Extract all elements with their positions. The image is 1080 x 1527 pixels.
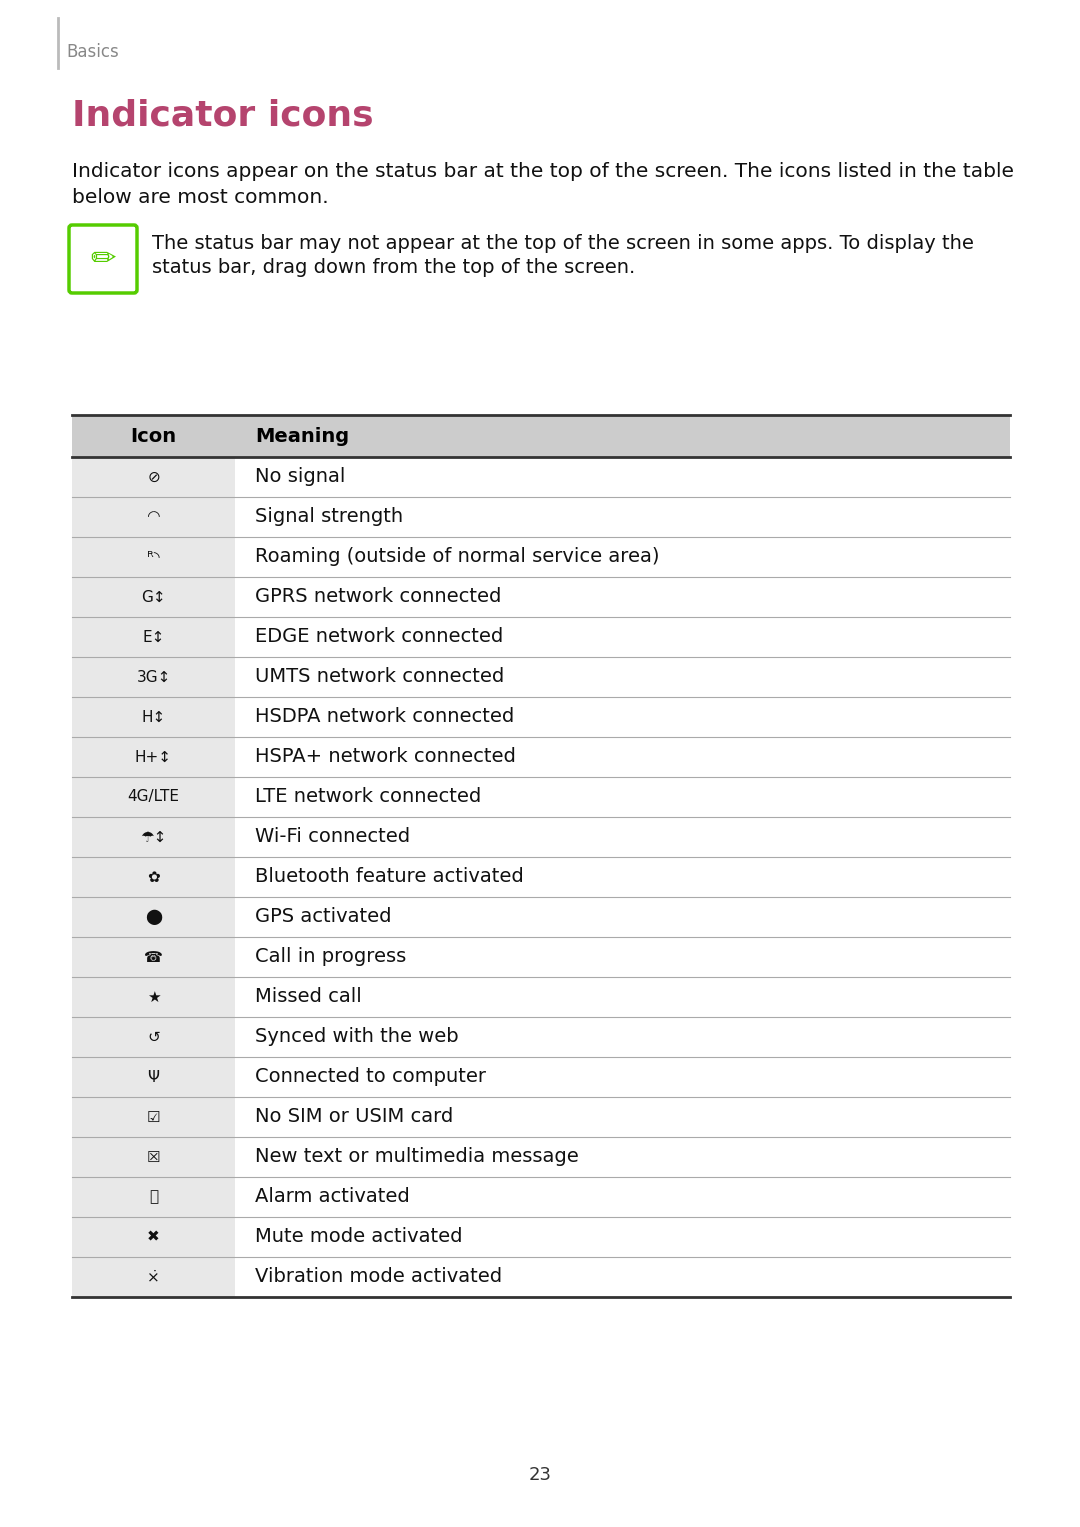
Text: status bar, drag down from the top of the screen.: status bar, drag down from the top of th…: [152, 258, 635, 276]
Bar: [72, 415, 1010, 457]
Text: ◜◝: ◜◝: [148, 510, 160, 524]
Bar: [72, 938, 235, 977]
Bar: [235, 777, 1010, 817]
Text: Mute mode activated: Mute mode activated: [255, 1228, 462, 1246]
Text: E↕: E↕: [143, 629, 164, 644]
Text: G↕: G↕: [141, 589, 166, 605]
Bar: [72, 738, 235, 777]
Text: Basics: Basics: [66, 43, 119, 61]
Text: 4G/LTE: 4G/LTE: [127, 789, 179, 805]
Text: Roaming (outside of normal service area): Roaming (outside of normal service area): [255, 548, 660, 567]
Text: ✖: ✖: [147, 1229, 160, 1245]
Bar: [235, 457, 1010, 496]
Bar: [235, 1177, 1010, 1217]
Bar: [235, 1257, 1010, 1296]
Bar: [235, 1096, 1010, 1138]
Bar: [72, 977, 235, 1017]
Bar: [72, 617, 235, 657]
Text: ☑: ☑: [147, 1110, 160, 1124]
Text: ★: ★: [147, 989, 160, 1005]
Bar: [235, 1057, 1010, 1096]
Bar: [72, 538, 235, 577]
Text: ☒: ☒: [147, 1150, 160, 1165]
Text: Vibration mode activated: Vibration mode activated: [255, 1267, 502, 1287]
Text: ✏: ✏: [91, 244, 116, 273]
Text: ✿: ✿: [147, 869, 160, 884]
Bar: [235, 617, 1010, 657]
Bar: [235, 738, 1010, 777]
Text: H↕: H↕: [141, 710, 165, 724]
Text: ⬤: ⬤: [145, 910, 162, 925]
Text: Wi-Fi connected: Wi-Fi connected: [255, 828, 410, 846]
Bar: [72, 1096, 235, 1138]
Bar: [72, 777, 235, 817]
Bar: [235, 977, 1010, 1017]
Text: Connected to computer: Connected to computer: [255, 1067, 486, 1087]
Text: ᴿ◝: ᴿ◝: [147, 550, 160, 565]
Text: Meaning: Meaning: [255, 426, 349, 446]
Text: H+↕: H+↕: [135, 750, 172, 765]
Text: Indicator icons: Indicator icons: [72, 98, 374, 131]
Bar: [235, 1138, 1010, 1177]
Text: Ψ: Ψ: [148, 1069, 160, 1084]
Bar: [72, 1177, 235, 1217]
Bar: [235, 1217, 1010, 1257]
Text: GPRS network connected: GPRS network connected: [255, 588, 501, 606]
Bar: [235, 577, 1010, 617]
Text: Alarm activated: Alarm activated: [255, 1188, 409, 1206]
Bar: [72, 1017, 235, 1057]
Bar: [72, 657, 235, 696]
Bar: [72, 1257, 235, 1296]
Text: Signal strength: Signal strength: [255, 507, 403, 527]
Text: below are most common.: below are most common.: [72, 188, 328, 208]
Text: The status bar may not appear at the top of the screen in some apps. To display : The status bar may not appear at the top…: [152, 234, 974, 253]
Text: LTE network connected: LTE network connected: [255, 788, 482, 806]
Bar: [72, 817, 235, 857]
Bar: [235, 817, 1010, 857]
Bar: [235, 896, 1010, 938]
Text: HSPA+ network connected: HSPA+ network connected: [255, 748, 516, 767]
Bar: [72, 896, 235, 938]
Bar: [72, 696, 235, 738]
Text: No signal: No signal: [255, 467, 346, 487]
Bar: [72, 1138, 235, 1177]
Bar: [72, 1217, 235, 1257]
Text: ☎: ☎: [144, 950, 163, 965]
Bar: [235, 696, 1010, 738]
Text: ☂↕: ☂↕: [140, 829, 166, 844]
Bar: [235, 657, 1010, 696]
Text: ⊘: ⊘: [147, 469, 160, 484]
Text: UMTS network connected: UMTS network connected: [255, 667, 504, 687]
Text: HSDPA network connected: HSDPA network connected: [255, 707, 514, 727]
Text: Bluetooth feature activated: Bluetooth feature activated: [255, 867, 524, 887]
Text: No SIM or USIM card: No SIM or USIM card: [255, 1107, 454, 1127]
Bar: [72, 457, 235, 496]
Text: 23: 23: [528, 1466, 552, 1484]
Text: ⨯̇: ⨯̇: [147, 1269, 160, 1284]
Bar: [235, 1017, 1010, 1057]
Text: GPS activated: GPS activated: [255, 907, 391, 927]
Bar: [72, 577, 235, 617]
Bar: [72, 857, 235, 896]
Text: EDGE network connected: EDGE network connected: [255, 628, 503, 646]
Bar: [235, 857, 1010, 896]
Text: ↺: ↺: [147, 1029, 160, 1044]
Text: Synced with the web: Synced with the web: [255, 1028, 459, 1046]
Bar: [235, 938, 1010, 977]
Text: New text or multimedia message: New text or multimedia message: [255, 1147, 579, 1167]
Text: Icon: Icon: [131, 426, 176, 446]
FancyBboxPatch shape: [69, 224, 137, 293]
Bar: [72, 496, 235, 538]
Text: Call in progress: Call in progress: [255, 947, 406, 967]
Text: Indicator icons appear on the status bar at the top of the screen. The icons lis: Indicator icons appear on the status bar…: [72, 162, 1014, 182]
Bar: [72, 1057, 235, 1096]
Bar: [235, 538, 1010, 577]
Text: Missed call: Missed call: [255, 988, 362, 1006]
Text: 3G↕: 3G↕: [136, 669, 171, 684]
Text: ⏰: ⏰: [149, 1190, 158, 1205]
Bar: [235, 496, 1010, 538]
